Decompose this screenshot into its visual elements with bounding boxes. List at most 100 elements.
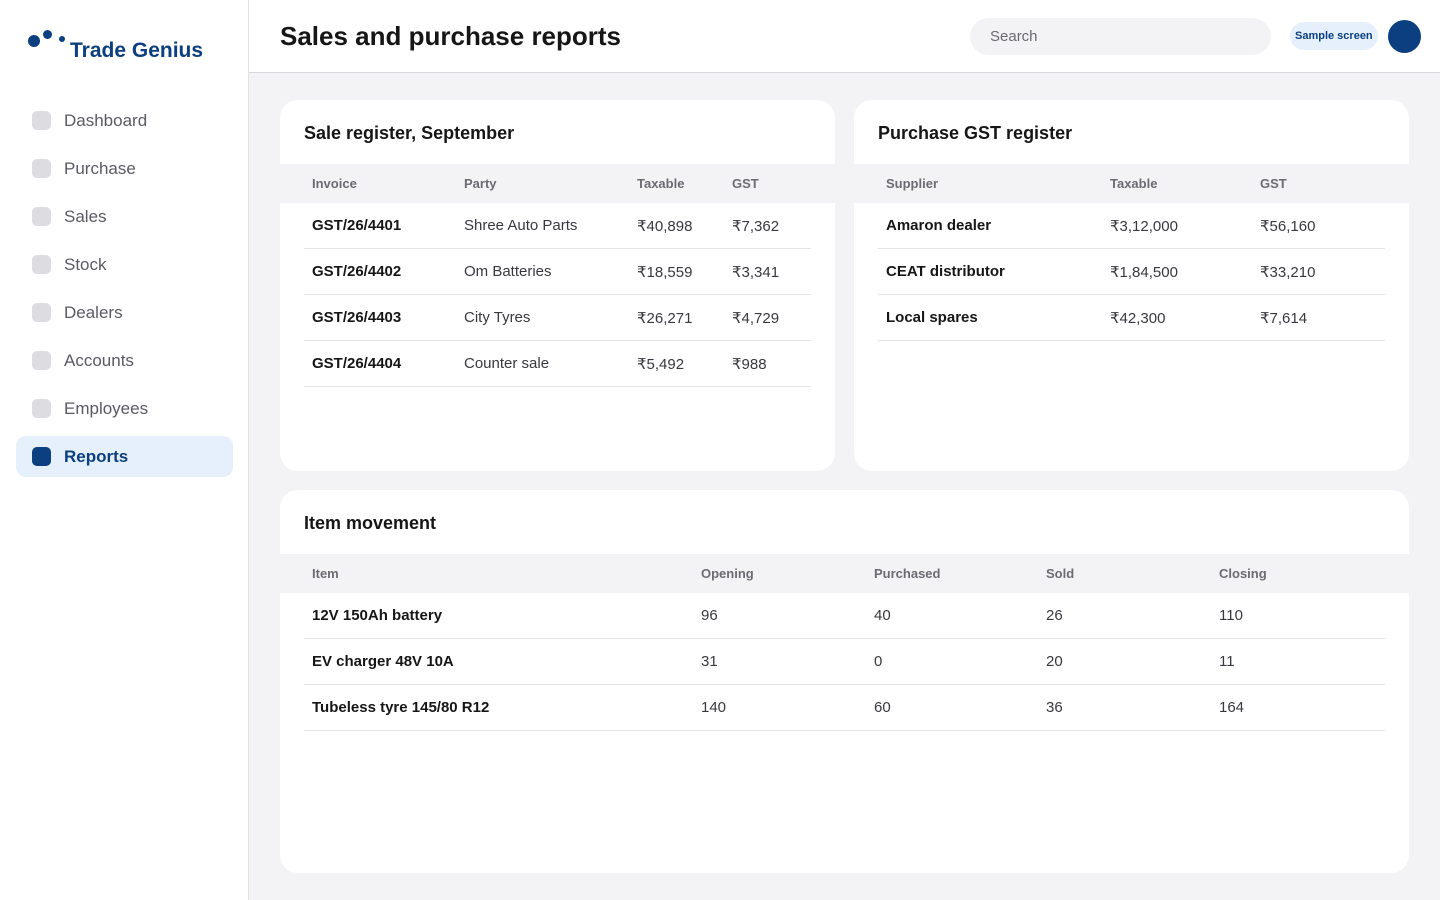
sidebar-item-label: Sales bbox=[64, 206, 107, 226]
sidebar-item-reports[interactable]: Reports bbox=[16, 436, 233, 477]
table-row[interactable]: GST/26/4403 City Tyres ₹26,271 ₹4,729 bbox=[304, 295, 811, 341]
sidebar-item-accounts[interactable]: Accounts bbox=[16, 340, 233, 381]
table-header: Invoice Party Taxable GST bbox=[280, 164, 835, 203]
table-header: Supplier Taxable GST bbox=[854, 164, 1409, 203]
sidebar-item-label: Purchase bbox=[64, 158, 136, 178]
gst-cell: ₹7,362 bbox=[732, 218, 780, 235]
sidebar-item-stock[interactable]: Stock bbox=[16, 244, 233, 285]
column-header-opening[interactable]: Opening bbox=[701, 566, 754, 581]
gst-cell: ₹988 bbox=[732, 356, 767, 373]
table-body: Amaron dealer ₹3,12,000 ₹56,160 CEAT dis… bbox=[878, 203, 1385, 341]
dealers-icon bbox=[32, 303, 51, 322]
closing-cell: 110 bbox=[1219, 607, 1243, 624]
invoice-cell: GST/26/4401 bbox=[312, 217, 402, 234]
column-header-supplier[interactable]: Supplier bbox=[886, 176, 939, 191]
reports-icon bbox=[32, 447, 51, 466]
taxable-cell: ₹1,84,500 bbox=[1110, 264, 1178, 281]
item-cell: EV charger 48V 10A bbox=[312, 653, 454, 670]
taxable-cell: ₹42,300 bbox=[1110, 310, 1166, 327]
gst-cell: ₹3,341 bbox=[732, 264, 780, 281]
table-body: 12V 150Ah battery 96 40 26 110 EV charge… bbox=[304, 593, 1385, 731]
table-row[interactable]: GST/26/4402 Om Batteries ₹18,559 ₹3,341 bbox=[304, 249, 811, 295]
item-movement-title: Item movement bbox=[304, 513, 437, 533]
invoice-cell: GST/26/4403 bbox=[312, 309, 402, 326]
sidebar-item-dealers[interactable]: Dealers bbox=[16, 292, 233, 333]
sale-register-card: Sale register, September Invoice Party T… bbox=[280, 100, 835, 471]
employees-icon bbox=[32, 399, 51, 418]
table-row[interactable]: GST/26/4404 Counter sale ₹5,492 ₹988 bbox=[304, 341, 811, 387]
sales-icon bbox=[32, 207, 51, 226]
search-input[interactable] bbox=[970, 18, 1271, 55]
gst-cell: ₹56,160 bbox=[1260, 218, 1316, 235]
column-header-item[interactable]: Item bbox=[312, 566, 339, 581]
column-header-gst[interactable]: GST bbox=[732, 176, 759, 191]
table-body: GST/26/4401 Shree Auto Parts ₹40,898 ₹7,… bbox=[304, 203, 811, 387]
party-cell: City Tyres bbox=[464, 309, 531, 326]
brand[interactable]: Trade Genius bbox=[28, 30, 203, 70]
taxable-cell: ₹5,492 bbox=[637, 356, 685, 373]
table-row[interactable]: Tubeless tyre 145/80 R12 140 60 36 164 bbox=[304, 685, 1385, 731]
sidebar-item-dashboard[interactable]: Dashboard bbox=[16, 100, 233, 141]
party-cell: Om Batteries bbox=[464, 263, 552, 280]
party-cell: Shree Auto Parts bbox=[464, 217, 578, 234]
gst-cell: ₹33,210 bbox=[1260, 264, 1316, 281]
invoice-cell: GST/26/4402 bbox=[312, 263, 402, 280]
table-row[interactable]: CEAT distributor ₹1,84,500 ₹33,210 bbox=[878, 249, 1385, 295]
closing-cell: 11 bbox=[1219, 653, 1235, 670]
supplier-cell: Amaron dealer bbox=[886, 217, 992, 234]
sidebar-item-sales[interactable]: Sales bbox=[16, 196, 233, 237]
table-row[interactable]: Local spares ₹42,300 ₹7,614 bbox=[878, 295, 1385, 341]
opening-cell: 140 bbox=[701, 699, 727, 716]
purchased-cell: 40 bbox=[874, 607, 891, 624]
sidebar-item-label: Employees bbox=[64, 398, 149, 418]
column-header-sold[interactable]: Sold bbox=[1046, 566, 1075, 581]
gst-cell: ₹7,614 bbox=[1260, 310, 1308, 327]
taxable-cell: ₹3,12,000 bbox=[1110, 218, 1178, 235]
table-row[interactable]: GST/26/4401 Shree Auto Parts ₹40,898 ₹7,… bbox=[304, 203, 811, 249]
column-header-closing[interactable]: Closing bbox=[1219, 566, 1267, 581]
column-header-taxable[interactable]: Taxable bbox=[637, 176, 685, 191]
sold-cell: 20 bbox=[1046, 653, 1063, 670]
purchase-register-title: Purchase GST register bbox=[878, 123, 1073, 143]
item-cell: Tubeless tyre 145/80 R12 bbox=[312, 699, 490, 716]
supplier-cell: CEAT distributor bbox=[886, 263, 1005, 280]
sold-cell: 26 bbox=[1046, 607, 1063, 624]
brand-name: Trade Genius bbox=[70, 39, 204, 62]
table-row[interactable]: 12V 150Ah battery 96 40 26 110 bbox=[304, 593, 1385, 639]
dashboard-icon bbox=[32, 111, 51, 130]
sidebar-item-label: Stock bbox=[64, 254, 107, 274]
purchased-cell: 0 bbox=[874, 653, 883, 670]
sidebar-item-label: Dashboard bbox=[64, 110, 148, 130]
table-row[interactable]: EV charger 48V 10A 31 0 20 11 bbox=[304, 639, 1385, 685]
opening-cell: 31 bbox=[701, 653, 718, 670]
sidebar-item-employees[interactable]: Employees bbox=[16, 388, 233, 429]
table-header: Item Opening Purchased Sold Closing bbox=[280, 554, 1409, 593]
column-header-taxable[interactable]: Taxable bbox=[1110, 176, 1158, 191]
sample-screen-badge: Sample screen bbox=[1290, 22, 1378, 50]
column-header-gst[interactable]: GST bbox=[1260, 176, 1287, 191]
taxable-cell: ₹26,271 bbox=[637, 310, 693, 327]
column-header-purchased[interactable]: Purchased bbox=[874, 566, 941, 581]
sidebar-item-label: Dealers bbox=[64, 302, 123, 322]
column-header-invoice[interactable]: Invoice bbox=[312, 176, 357, 191]
sale-register-title: Sale register, September bbox=[304, 123, 515, 143]
closing-cell: 164 bbox=[1219, 699, 1245, 716]
sidebar: Trade Genius Dashboard Purchase Sales St… bbox=[0, 0, 249, 900]
accounts-icon bbox=[32, 351, 51, 370]
page-title: Sales and purchase reports bbox=[280, 21, 622, 51]
column-header-party[interactable]: Party bbox=[464, 176, 497, 191]
invoice-cell: GST/26/4404 bbox=[312, 355, 402, 372]
taxable-cell: ₹40,898 bbox=[637, 218, 693, 235]
sidebar-item-label: Accounts bbox=[64, 350, 134, 370]
item-cell: 12V 150Ah battery bbox=[312, 607, 443, 624]
sidebar-nav: Dashboard Purchase Sales Stock Dealers A… bbox=[16, 100, 233, 484]
avatar[interactable] bbox=[1388, 20, 1421, 53]
purchase-register-card: Purchase GST register Supplier Taxable G… bbox=[854, 100, 1409, 471]
opening-cell: 96 bbox=[701, 607, 718, 624]
table-row[interactable]: Amaron dealer ₹3,12,000 ₹56,160 bbox=[878, 203, 1385, 249]
taxable-cell: ₹18,559 bbox=[637, 264, 693, 281]
gst-cell: ₹4,729 bbox=[732, 310, 780, 327]
sidebar-item-purchase[interactable]: Purchase bbox=[16, 148, 233, 189]
sidebar-item-label: Reports bbox=[64, 446, 129, 466]
party-cell: Counter sale bbox=[464, 355, 550, 372]
